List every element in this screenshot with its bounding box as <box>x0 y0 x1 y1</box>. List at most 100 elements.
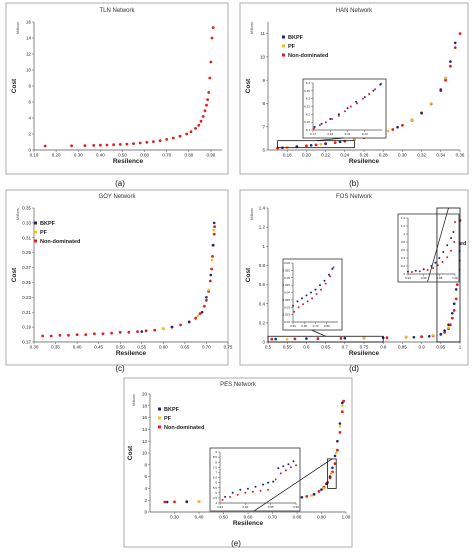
inset-bkpf-point <box>320 122 323 125</box>
non-dominated-point <box>213 225 217 229</box>
chart-title: TLN Network <box>99 8 135 14</box>
series-point <box>145 140 149 144</box>
non-dominated-point <box>67 333 70 337</box>
main-y-tick-label: 20 <box>142 392 148 397</box>
bkpf-point <box>305 337 308 340</box>
non-dominated-point <box>338 431 342 434</box>
non-dominated-point <box>49 334 53 338</box>
legend-marker <box>158 416 161 420</box>
main-y-tick-label: 8 <box>262 101 265 106</box>
bkpf-point <box>324 142 327 145</box>
main-y-tick-label: 0.8 <box>259 263 266 268</box>
main-x-tick-label: 0.50 <box>118 153 127 158</box>
legend-marker <box>158 425 161 429</box>
inset-bkpf-point <box>355 100 358 103</box>
bkpf-point <box>336 439 339 443</box>
main-x-tick-label: 0.5 <box>265 345 272 350</box>
inset-y-tick-label: 0.8 <box>401 240 406 244</box>
pf-point <box>285 337 289 341</box>
inset-y-tick-label: 0.025 <box>282 313 290 317</box>
non-dominated-point <box>316 337 320 340</box>
x-axis-title: Resilence <box>349 158 380 165</box>
inset-y-tick-label: 0.06 <box>284 261 290 265</box>
non-dominated-point <box>212 232 216 236</box>
panel-label: (c) <box>115 364 125 373</box>
inset-x-tick-label: 0.95 <box>268 505 274 509</box>
main-x-tick-label: 0.8 <box>380 345 387 350</box>
series-point <box>206 98 210 101</box>
inset-non-dominated-point <box>267 488 270 491</box>
series-point <box>132 142 135 146</box>
inset-bkpf-point <box>262 483 265 486</box>
legend-marker <box>282 53 285 57</box>
series-point <box>205 103 208 107</box>
inset-bkpf-point <box>438 257 441 259</box>
inset-non-dominated-point <box>221 498 224 501</box>
chart-frame <box>5 189 229 366</box>
legend-label: BKPF <box>40 221 56 227</box>
inset-bkpf-point <box>329 118 332 120</box>
inset-bkpf-point <box>292 460 295 463</box>
inset-bkpf-point <box>442 251 445 253</box>
inset-bkpf-point <box>292 304 294 307</box>
zoom-box <box>267 335 384 343</box>
series-point <box>92 144 96 147</box>
bkpf-point <box>341 401 344 405</box>
pf-point <box>353 138 356 141</box>
bkpf-point <box>452 302 456 306</box>
non-dominated-point <box>444 78 447 82</box>
inset-non-dominated-point <box>356 102 358 105</box>
inset-bkpf-point <box>277 467 280 470</box>
inset-bkpf-point <box>313 125 316 128</box>
inset-y-tick-label: 6.15 <box>304 120 310 124</box>
main-x-tick-label: 0.70 <box>202 345 211 350</box>
main-y-tick-label: 12 <box>142 439 148 444</box>
y-axis-title: Cost <box>11 78 18 93</box>
unit-label: Millions <box>132 394 136 406</box>
inset-non-dominated-point <box>446 256 449 259</box>
main-x-tick-label: 0.85 <box>398 345 407 350</box>
series-point <box>207 91 211 94</box>
inset-bkpf-point <box>254 485 257 488</box>
main-y-tick-label: 14 <box>26 36 32 41</box>
chart-frame <box>239 2 469 175</box>
series-point <box>158 139 162 143</box>
legend-label: PF <box>40 230 48 236</box>
chart-han-network: HAN Network 0.18 0.20 0.22 0.24 0.26 0.28 0.30 0… <box>239 2 469 188</box>
inset-y-tick-label: 1 <box>403 232 405 236</box>
legend-marker <box>158 407 161 411</box>
panel-label: (b) <box>349 179 359 188</box>
inset-bkpf-point <box>239 488 242 491</box>
non-dominated-point <box>340 410 344 414</box>
main-y-tick-label: 8 <box>28 84 31 89</box>
non-dominated-point <box>118 330 122 334</box>
inset-non-dominated-point <box>315 293 318 295</box>
inset-y-tick-label: 0 <box>403 272 405 276</box>
main-x-tick-label: 0.34 <box>436 153 445 158</box>
legend-marker <box>34 239 37 243</box>
non-dominated-point <box>208 279 212 283</box>
bkpf-point <box>420 111 423 115</box>
inset-y-tick-label: 0.6 <box>401 248 406 252</box>
bkpf-point <box>200 310 204 314</box>
inset-y-tick-label: 6.35 <box>304 89 310 93</box>
inset-x-tick-label: 0.93 <box>217 505 223 509</box>
main-x-tick-label: 0.55 <box>137 345 146 350</box>
bkpf-point <box>449 60 452 63</box>
bkpf-point <box>295 145 299 148</box>
non-dominated-point <box>110 331 113 335</box>
chart-title: HAN Network <box>336 8 373 14</box>
main-x-tick-label: 0.6 <box>303 345 310 350</box>
pf-point <box>285 145 289 149</box>
bkpf-point <box>165 500 169 504</box>
series-pf <box>285 326 450 341</box>
inset-x-tick-label: 0.23 <box>362 132 368 136</box>
non-dominated-point <box>211 255 214 258</box>
inset-non-dominated-point <box>295 464 297 467</box>
non-dominated-point <box>202 304 206 308</box>
main-y-tick-label: 18 <box>142 403 148 408</box>
bkpf-point <box>343 336 347 340</box>
inset-non-dominated-point <box>324 121 327 124</box>
main-y-tick-label: 16 <box>26 20 32 25</box>
